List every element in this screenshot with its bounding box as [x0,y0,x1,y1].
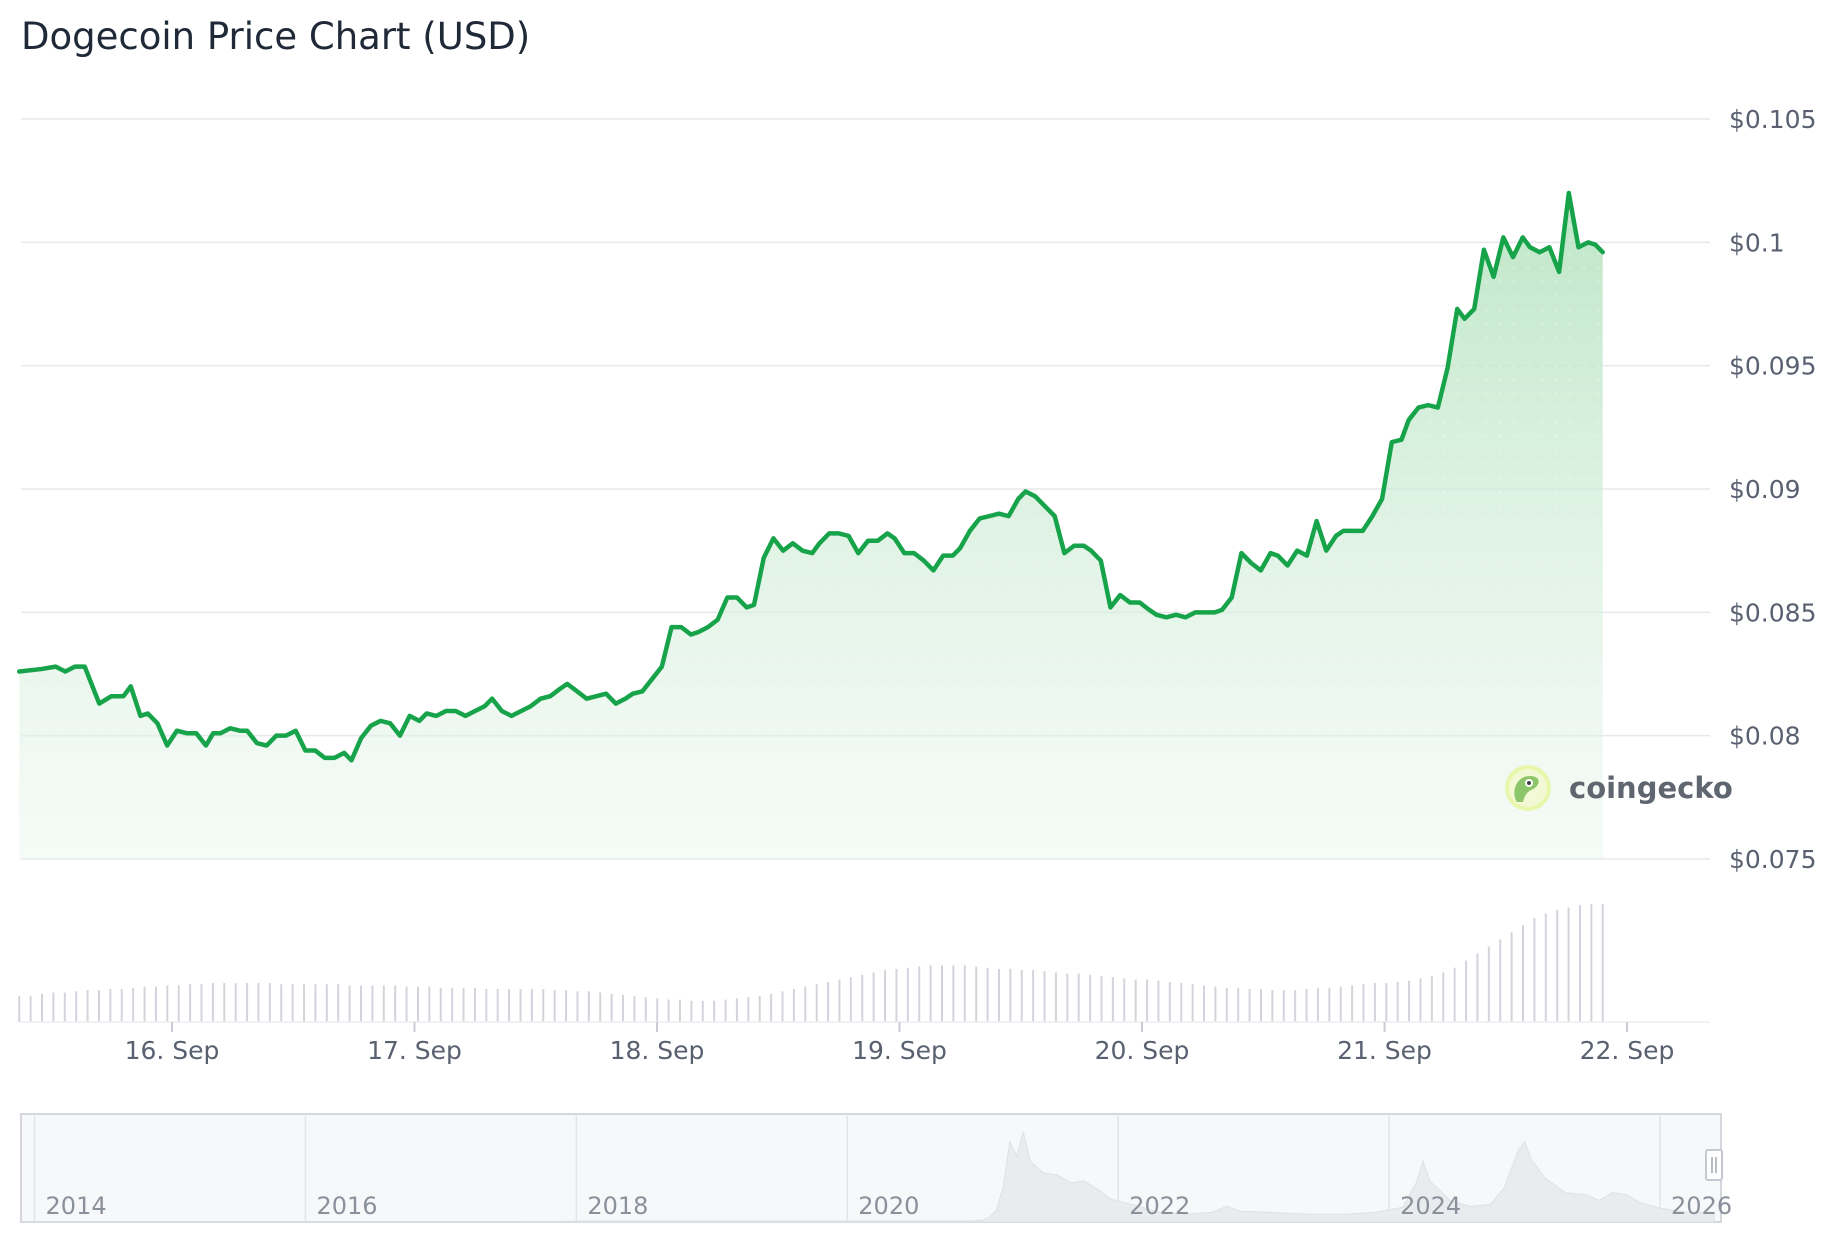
navigator-year-label: 2016 [316,1192,377,1220]
date-range-navigator[interactable]: 2014 2016 2018 2020 2022 2024 2026 [20,1113,1733,1223]
price-line [16,190,1605,763]
x-tick-label: 19. Sep [852,1036,947,1065]
navigator-history-fill [21,1131,1715,1223]
navigator-history-area [21,1131,1715,1223]
y-tick-label: $0.085 [1729,598,1816,627]
price-area [19,193,1603,859]
navigator-year-label: 2020 [858,1192,919,1220]
navigator-year-label: 2022 [1129,1192,1190,1220]
coingecko-watermark: coingecko [1505,765,1733,811]
x-tick-label: 17. Sep [367,1036,462,1065]
y-tick-label: $0.095 [1729,352,1816,381]
x-axis-ticks: 16. Sep 17. Sep 18. Sep 19. Sep 20. Sep 21. S… [125,1022,1675,1065]
price-series [16,190,1605,763]
y-tick-label: $0.1 [1729,228,1785,257]
y-axis-ticks: $0.105 $0.1 $0.095 $0.09 $0.085 $0.08 $0.075 [1729,105,1816,874]
gecko-icon [1505,765,1551,811]
y-tick-label: $0.09 [1729,475,1801,504]
x-tick-label: 22. Sep [1580,1036,1675,1065]
y-tick-label: $0.075 [1729,845,1816,874]
chart-title: Dogecoin Price Chart (USD) [21,15,530,58]
navigator-year-label: 2014 [46,1192,107,1220]
y-tick-label: $0.105 [1729,105,1816,134]
x-tick-label: 16. Sep [125,1036,220,1065]
x-tick-label: 20. Sep [1095,1036,1190,1065]
navigator-year-label: 2024 [1400,1192,1461,1220]
navigator-year-labels: 2014 2016 2018 2020 2022 2024 2026 [46,1192,1733,1220]
x-tick-label: 21. Sep [1337,1036,1432,1065]
price-area-dots [19,193,1603,859]
navigator-right-handle[interactable] [1705,1149,1723,1181]
x-tick-label: 18. Sep [610,1036,705,1065]
watermark-text: coingecko [1569,771,1733,805]
navigator-year-label: 2026 [1671,1192,1732,1220]
navigator-year-label: 2018 [587,1192,648,1220]
volume-bars [18,904,1710,1023]
y-tick-label: $0.08 [1729,722,1801,751]
